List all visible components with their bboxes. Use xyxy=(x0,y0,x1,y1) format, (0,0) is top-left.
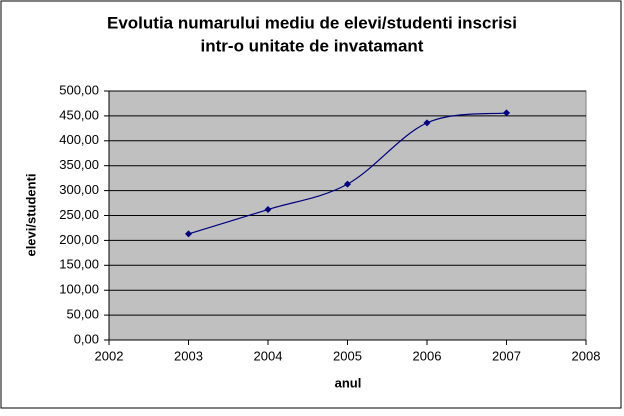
y-tick-label: 150,00 xyxy=(59,257,99,272)
data-point xyxy=(264,206,272,214)
chart-title: Evolutia numarului mediu de elevi/studen… xyxy=(107,13,517,32)
x-tick-label: 2006 xyxy=(413,348,442,363)
y-tick-label: 500,00 xyxy=(59,82,99,97)
y-tick-label: 300,00 xyxy=(59,182,99,197)
chart-title: intr-o unitate de invatamant xyxy=(201,36,424,55)
x-tick-label: 2007 xyxy=(492,348,521,363)
x-tick-label: 2002 xyxy=(95,348,124,363)
y-tick-label: 50,00 xyxy=(66,307,99,322)
x-tick-label: 2004 xyxy=(254,348,283,363)
y-tick-label: 100,00 xyxy=(59,282,99,297)
y-tick-label: 350,00 xyxy=(59,157,99,172)
y-tick-label: 200,00 xyxy=(59,232,99,247)
data-point xyxy=(503,109,510,117)
y-tick-label: 400,00 xyxy=(59,132,99,147)
y-tick-label: 0,00 xyxy=(74,331,99,346)
data-point xyxy=(344,180,351,188)
y-tick-label: 250,00 xyxy=(59,207,99,222)
y-axis-label: elevi/studenti xyxy=(23,173,38,256)
x-tick-label: 2005 xyxy=(333,348,362,363)
data-point xyxy=(423,119,431,127)
x-tick-label: 2003 xyxy=(174,348,203,363)
x-tick-label: 2008 xyxy=(572,348,601,363)
data-point xyxy=(185,230,192,238)
y-tick-label: 450,00 xyxy=(59,107,99,122)
x-axis-label: anul xyxy=(335,375,362,390)
